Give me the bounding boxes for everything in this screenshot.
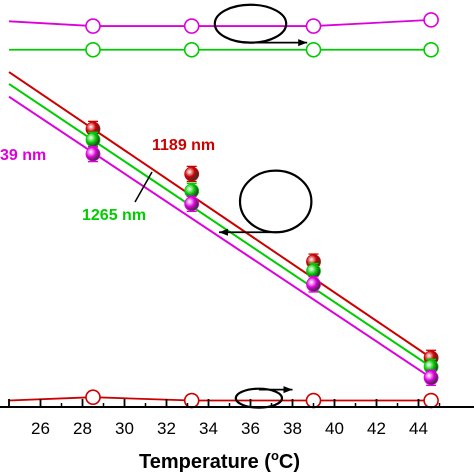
data-point [423,370,439,386]
x-tick-label: 30 [115,419,134,438]
right-axis-arrow-top-head [298,39,308,47]
x-axis-title-main: Temperature ( [139,451,271,473]
data-point [85,18,101,34]
x-tick-label: 36 [241,419,260,438]
data-point [306,263,321,279]
data-point [183,18,200,34]
series-label: 1189 nm [152,137,215,154]
x-tick-label: 44 [409,419,428,438]
data-point [305,18,322,34]
data-point [85,132,101,148]
x-tick-label: 26 [31,419,50,438]
plot-area [8,3,439,409]
x-axis-title-unit: C) [279,451,300,473]
x-tick-label: 42 [367,419,386,438]
data-point [184,166,200,182]
data-point [184,196,200,212]
data-point [423,41,439,58]
left-axis-arrow-middle-head [219,228,228,236]
data-point [183,41,200,58]
x-axis-title: Temperature (oC) [139,448,300,473]
data-point [85,389,101,406]
fit-line-0 [8,71,432,359]
data-point [85,146,101,162]
fit-line-2 [8,95,432,379]
data-point [306,276,321,292]
series-label: 39 nm [0,147,46,164]
x-tick-label: 34 [199,419,218,438]
series-label: 1265 nm [82,207,146,224]
fit-line-1 [8,83,432,368]
x-axis-title-sup: o [271,448,279,463]
data-point [423,12,439,28]
x-tick-label: 40 [325,419,344,438]
x-tick-label: 38 [283,419,302,438]
data-point [305,41,322,58]
x-axis-ticks: 26 28 30 32 34 36 38 40 42 44 [8,399,441,438]
series-labels: 1189 nm 1265 nm 39 nm [0,137,215,224]
data-point [423,392,439,409]
x-tick-label: 28 [73,419,92,438]
data-point [85,41,101,58]
x-tick-label: 32 [157,419,176,438]
label-pointer-line [134,171,153,203]
right-axis-arrow-bottom-head [283,386,293,394]
